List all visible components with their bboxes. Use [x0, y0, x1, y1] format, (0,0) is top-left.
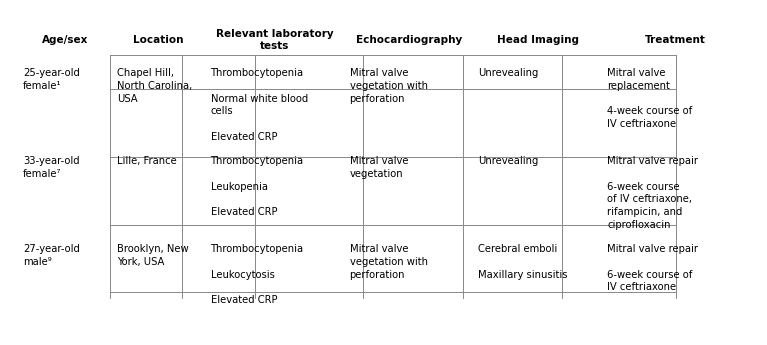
Text: Thrombocytopenia

Normal white blood
cells

Elevated CRP: Thrombocytopenia Normal white blood cell… [210, 68, 308, 142]
Text: Chapel Hill,
North Carolina,
USA: Chapel Hill, North Carolina, USA [117, 68, 192, 104]
Text: Cerebral emboli

Maxillary sinusitis: Cerebral emboli Maxillary sinusitis [479, 244, 568, 279]
Text: Head Imaging: Head Imaging [497, 35, 578, 45]
Text: Thrombocytopenia

Leukocytosis

Elevated CRP: Thrombocytopenia Leukocytosis Elevated C… [210, 244, 304, 305]
Text: Unrevealing: Unrevealing [479, 156, 538, 166]
Text: Location: Location [133, 35, 184, 45]
Text: Mitral valve
vegetation: Mitral valve vegetation [350, 156, 408, 179]
Text: Echocardiography: Echocardiography [356, 35, 462, 45]
Text: Mitral valve
replacement

4-week course of
IV ceftriaxone: Mitral valve replacement 4-week course o… [607, 68, 693, 129]
Text: Brooklyn, New
York, USA: Brooklyn, New York, USA [117, 244, 189, 267]
Text: Treatment: Treatment [645, 35, 706, 45]
Text: 33-year-old
female⁷: 33-year-old female⁷ [23, 156, 80, 179]
Text: Mitral valve
vegetation with
perforation: Mitral valve vegetation with perforation [350, 68, 427, 104]
Text: Mitral valve repair

6-week course of
IV ceftriaxone: Mitral valve repair 6-week course of IV … [607, 244, 698, 293]
Text: Relevant laboratory
tests: Relevant laboratory tests [216, 29, 334, 51]
Text: 25-year-old
female¹: 25-year-old female¹ [23, 68, 80, 91]
Text: Unrevealing: Unrevealing [479, 68, 538, 78]
Text: Thrombocytopenia

Leukopenia

Elevated CRP: Thrombocytopenia Leukopenia Elevated CRP [210, 156, 304, 217]
Text: Mitral valve repair

6-week course
of IV ceftriaxone,
rifampicin, and
ciprofloxa: Mitral valve repair 6-week course of IV … [607, 156, 698, 230]
Text: Lille, France: Lille, France [117, 156, 176, 166]
Text: 27-year-old
male⁹: 27-year-old male⁹ [23, 244, 80, 267]
Text: Age/sex: Age/sex [41, 35, 88, 45]
Text: Mitral valve
vegetation with
perforation: Mitral valve vegetation with perforation [350, 244, 427, 279]
